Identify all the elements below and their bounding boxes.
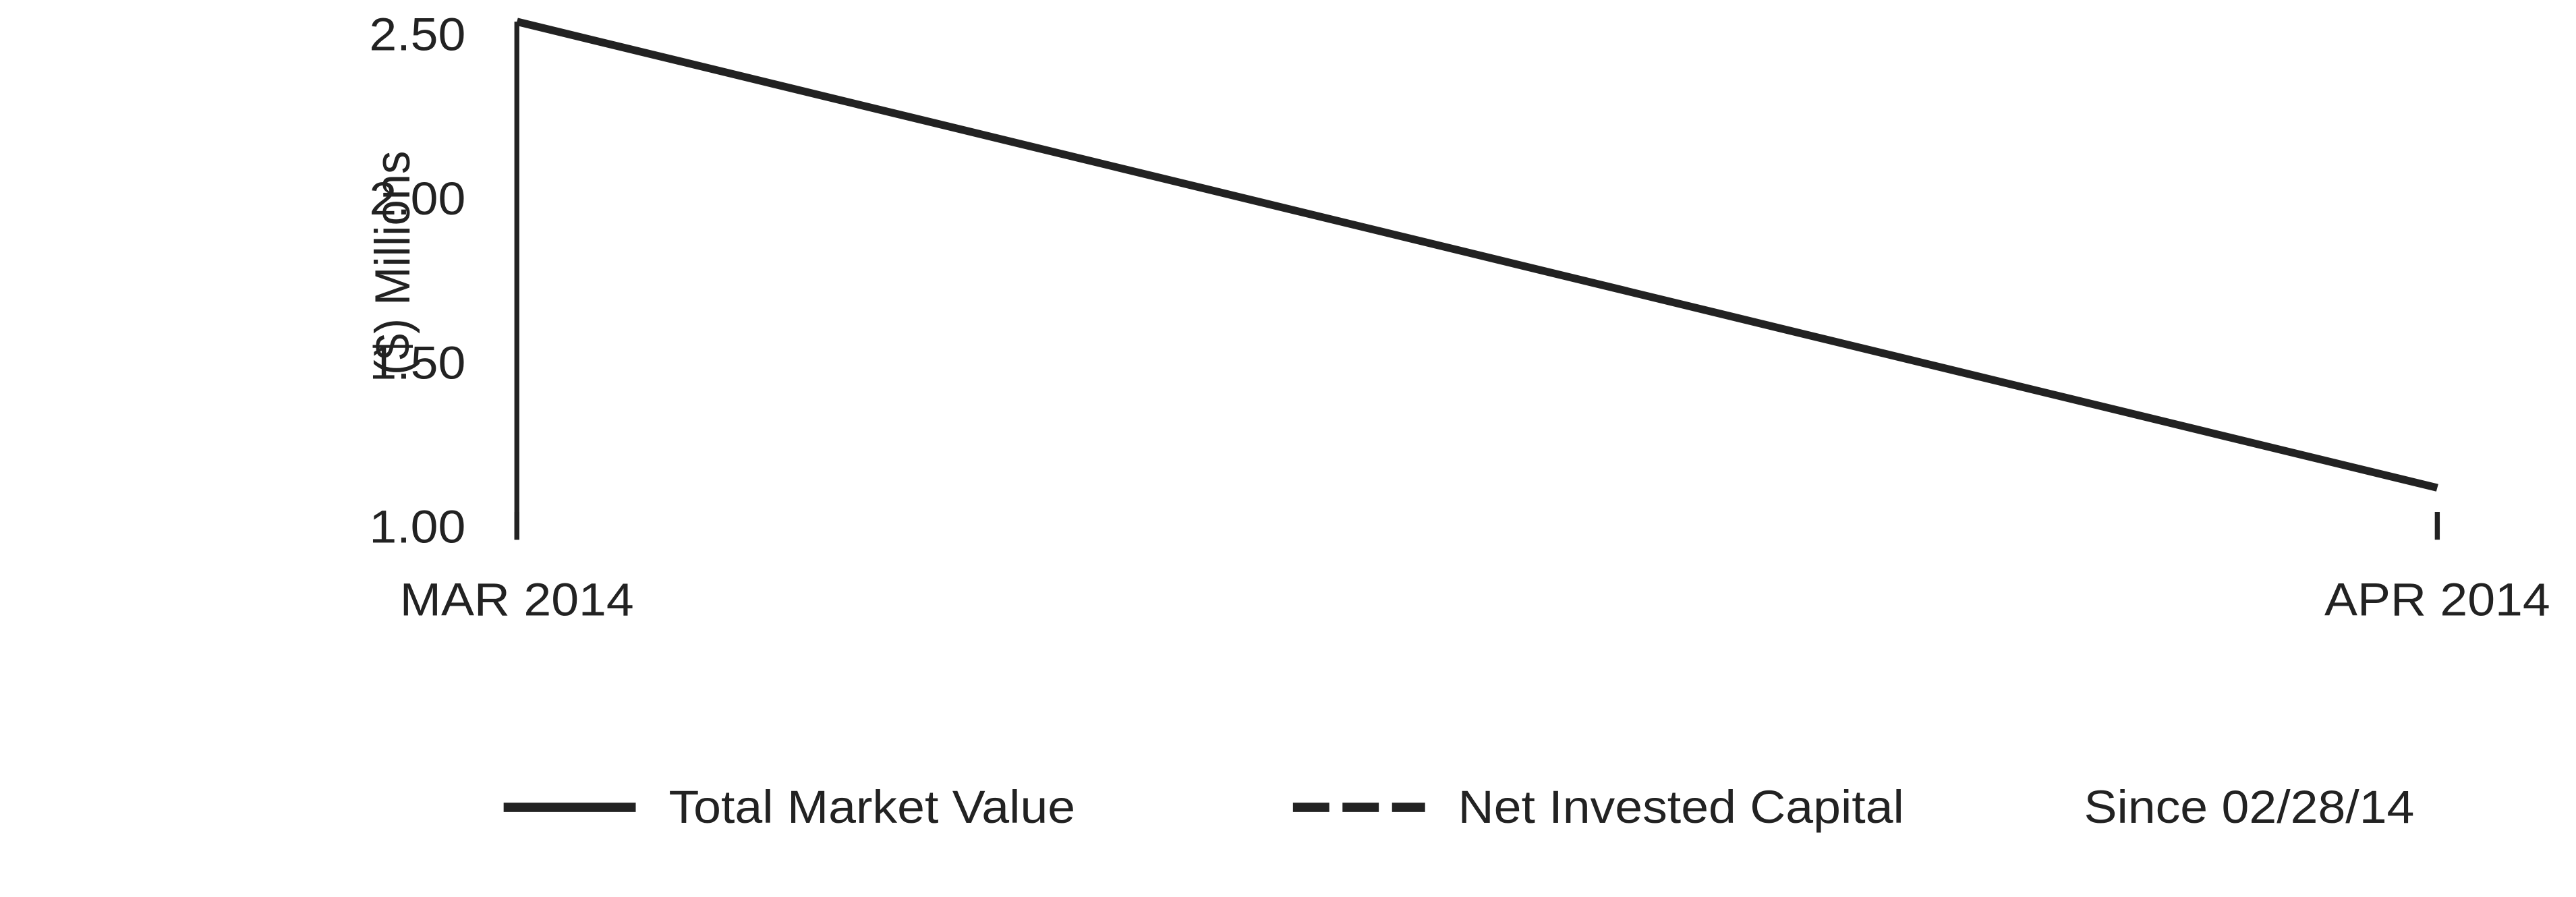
series-line: [515, 18, 2438, 492]
y-tick-label: 1.50: [369, 337, 465, 388]
y-tick-label: 2.50: [369, 9, 465, 61]
legend-label: Net Invested Capital: [1458, 782, 1904, 833]
y-tick-label: 2.00: [369, 173, 465, 225]
x-tick-label: APR 2014: [2324, 575, 2550, 626]
y-tick-label: 1.00: [369, 502, 465, 553]
legend-label: Total Market Value: [668, 782, 1075, 833]
note: Since 02/28/14: [2084, 782, 2414, 833]
x-tick-label: MAR 2014: [400, 575, 634, 626]
y-axis-label: ($) Millions: [366, 151, 421, 375]
